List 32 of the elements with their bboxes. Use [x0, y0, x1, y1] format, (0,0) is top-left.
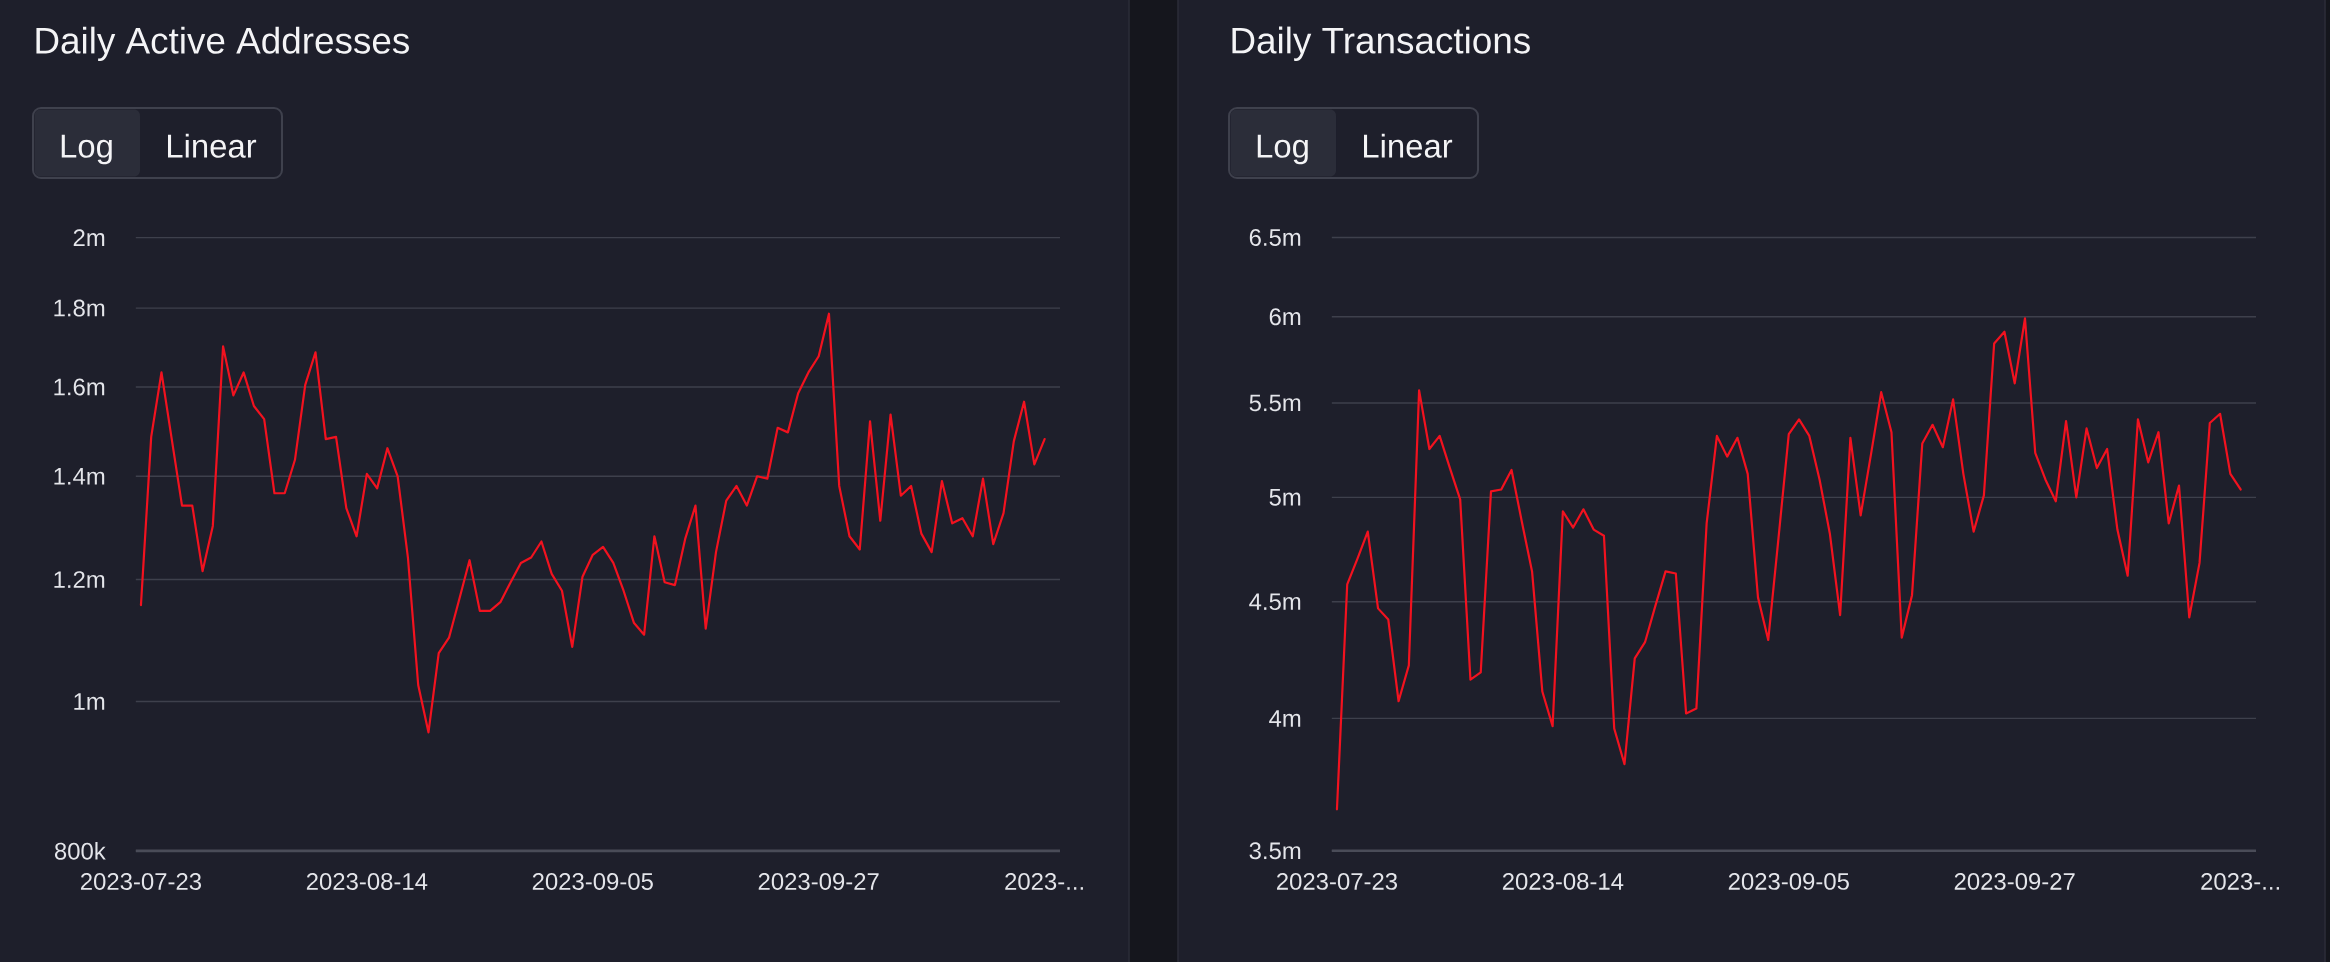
- y-tick-label: 6m: [1269, 308, 1301, 326]
- y-tick-label: 6.5m: [1249, 229, 1301, 246]
- text: Log: [1257, 134, 1308, 165]
- text: Log: [61, 134, 112, 165]
- y-tick-label: 4m: [1269, 710, 1301, 727]
- y-tick-label: 5.5m: [1249, 394, 1301, 412]
- x-tick-label: 2023-...: [2201, 872, 2279, 890]
- y-tick-label: 1m: [74, 693, 105, 710]
- text: Linear: [1364, 133, 1453, 158]
- y-tick-label: 1.4m: [54, 468, 105, 485]
- y-tick-label: 1.8m: [54, 299, 105, 317]
- x-tick-label: 2023-09-05: [532, 873, 653, 890]
- line-series: [139, 312, 1046, 734]
- y-tick-label: 5m: [1269, 489, 1301, 506]
- x-tick-label: 2023-09-27: [758, 873, 879, 890]
- x-tick-label: 2023-...: [1005, 873, 1083, 890]
- x-tick-label: 2023-08-14: [306, 873, 428, 890]
- text: Linear: [167, 133, 257, 158]
- y-tick-label: 1.6m: [54, 378, 105, 396]
- x-tick-label: 2023-09-05: [1728, 872, 1849, 890]
- x-tick-label: 2023-07-23: [1276, 872, 1398, 890]
- line-series: [1335, 317, 2242, 811]
- y-tick-label: 800k: [54, 842, 106, 860]
- chart-title: Daily Active Addresses: [36, 26, 409, 62]
- y-tick-label: 3.5m: [1249, 842, 1301, 860]
- x-tick-label: 2023-09-27: [1954, 872, 2075, 890]
- y-tick-label: 1.2m: [54, 571, 105, 588]
- y-tick-label: 2m: [73, 229, 105, 246]
- x-tick-label: 2023-08-14: [1502, 872, 1624, 890]
- x-tick-label: 2023-07-23: [80, 873, 202, 890]
- chart-title: Daily Transactions: [1232, 26, 1530, 61]
- y-tick-label: 4.5m: [1249, 593, 1301, 611]
